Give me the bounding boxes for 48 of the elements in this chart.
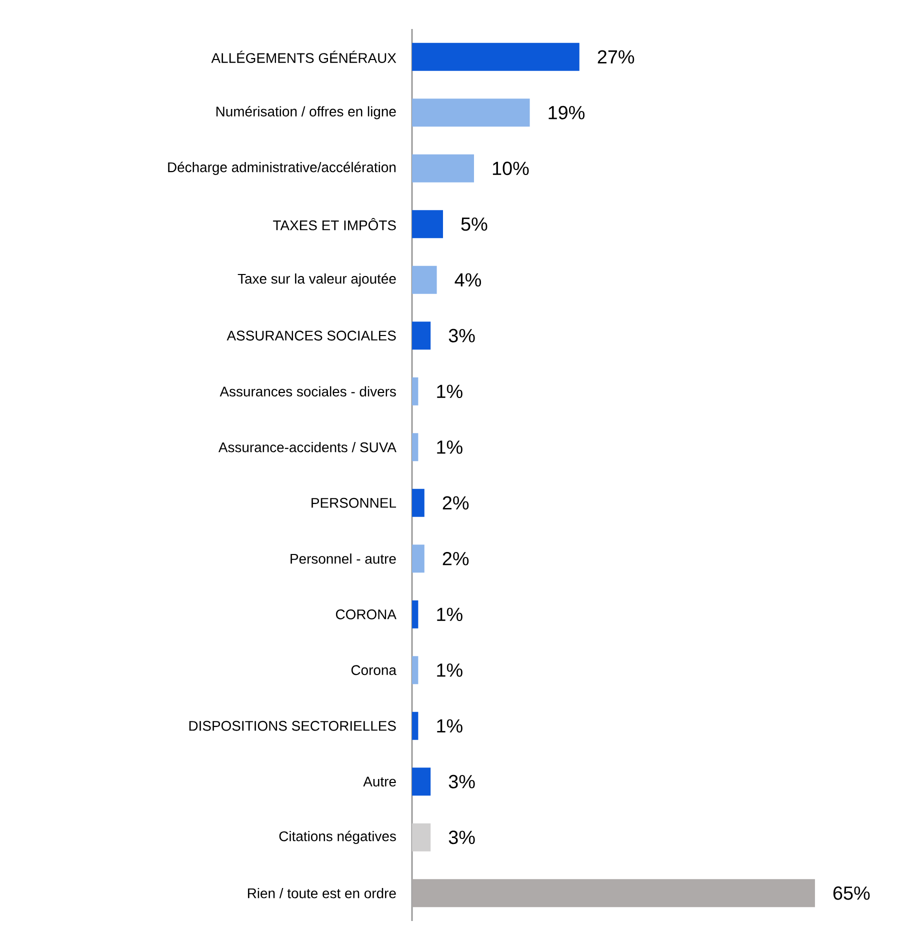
bar (412, 210, 443, 238)
data-label: 5% (461, 217, 488, 231)
y-tick-label: Décharge administrative/accélération (168, 162, 396, 175)
bar (412, 433, 418, 462)
y-tick-label: TAXES ET IMPÔTS (273, 218, 396, 230)
data-label: 1% (437, 440, 462, 454)
y-tick-label: Personnel - autre (290, 554, 396, 564)
bar (412, 823, 431, 852)
data-label: 19% (548, 106, 585, 120)
y-tick-label: Autre (363, 776, 396, 787)
bar (412, 488, 424, 517)
data-label: 10% (492, 162, 529, 176)
y-tick-label: Corona (351, 665, 396, 676)
bar (412, 42, 580, 71)
y-tick-label: Numérisation / offres en ligne (216, 106, 396, 120)
y-tick-label: Rien / toute est en ordre (248, 888, 396, 898)
bar (412, 656, 418, 684)
bar (412, 544, 424, 573)
data-label: 1% (437, 719, 462, 733)
y-tick-label: Assurance-accidents / SUVA (218, 442, 396, 452)
data-label: 3% (448, 830, 475, 844)
bar (412, 98, 530, 127)
y-tick-label: DISPOSITIONS SECTORIELLES (189, 720, 396, 731)
y-tick-label: ALLÉGEMENTS GÉNÉRAUX (211, 50, 396, 63)
data-label: 3% (448, 774, 475, 788)
data-label: 4% (454, 273, 481, 286)
bar (412, 712, 418, 740)
bar (412, 600, 418, 628)
bar (412, 879, 815, 908)
bar (412, 154, 474, 182)
data-label: 2% (442, 496, 469, 510)
y-tick-label: ASSURANCES SOCIALES (226, 330, 396, 341)
data-label: 1% (437, 608, 462, 622)
y-tick-label: PERSONNEL (312, 498, 396, 508)
data-label: 27% (598, 50, 634, 64)
bar (412, 266, 437, 294)
bar (412, 377, 418, 406)
data-label: 1% (437, 384, 462, 398)
y-tick-label: CORONA (336, 609, 396, 620)
bar (412, 322, 431, 350)
y-tick-label: Taxe sur la valeur ajoutée (238, 273, 396, 286)
data-label: 3% (448, 328, 475, 342)
y-tick-label: Citations négatives (279, 830, 396, 844)
data-label: 65% (833, 886, 870, 900)
data-label: 1% (437, 664, 462, 677)
y-tick-label: Assurances sociales - divers (220, 386, 396, 397)
data-label: 2% (442, 552, 469, 566)
bar (412, 768, 431, 796)
